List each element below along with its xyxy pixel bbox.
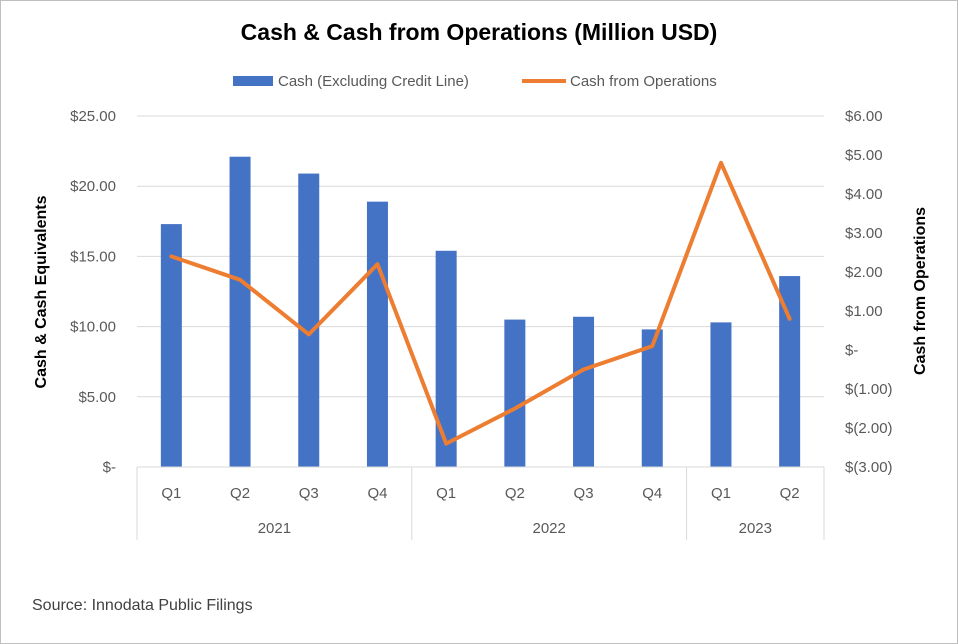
x-group-label: 2022 xyxy=(533,520,566,537)
y2-tick-label: $3.00 xyxy=(845,225,883,242)
x-tick-label: Q2 xyxy=(230,485,250,502)
y2-tick-label: $6.00 xyxy=(845,108,883,125)
y2-tick-label: $- xyxy=(845,342,858,359)
bar xyxy=(435,250,457,467)
y-tick-label: $25.00 xyxy=(70,108,116,125)
line-point xyxy=(789,318,791,320)
y-tick-label: $20.00 xyxy=(70,178,116,195)
bar xyxy=(710,322,732,467)
legend-label-cash: Cash (Excluding Credit Line) xyxy=(278,73,469,90)
line-point xyxy=(720,162,722,164)
left-axis-ticks: $- $5.00 $10.00 $15.00 $20.00 $25.00 xyxy=(70,108,116,476)
x-tick-label: Q4 xyxy=(642,485,662,502)
y2-axis-title: Cash from Operations xyxy=(912,207,929,375)
y2-tick-label: $5.00 xyxy=(845,147,883,164)
bar xyxy=(641,329,663,467)
y-tick-label: $- xyxy=(103,459,116,476)
line-path xyxy=(169,160,792,446)
x-tick-label: Q1 xyxy=(711,485,731,502)
x-tick-label: Q1 xyxy=(436,485,456,502)
line-point xyxy=(170,255,172,257)
y-tick-label: $5.00 xyxy=(78,389,116,406)
bar xyxy=(779,276,801,467)
bar xyxy=(229,156,251,467)
gridlines xyxy=(137,115,824,398)
bar xyxy=(504,319,526,467)
chart-title: Cash & Cash from Operations (Million USD… xyxy=(240,19,718,45)
x-axis: Q1 Q2 Q3 Q4 Q1 Q2 Q3 Q4 Q1 Q2 2021 2022 2023 xyxy=(136,466,825,540)
legend: Cash (Excluding Credit Line) Cash from Op… xyxy=(233,73,717,90)
y2-tick-label: $1.00 xyxy=(845,303,883,320)
y2-tick-label: $(3.00) xyxy=(845,459,893,476)
right-axis-ticks: $(3.00) $(2.00) $(1.00) $- $1.00 $2.00 $3.00 $4… xyxy=(845,108,893,476)
y2-tick-label: $2.00 xyxy=(845,264,883,281)
bar xyxy=(573,316,595,467)
line-point xyxy=(239,279,241,281)
bar xyxy=(366,201,388,468)
line-point xyxy=(445,443,447,445)
x-tick-label: Q3 xyxy=(574,485,594,502)
y2-tick-label: $(1.00) xyxy=(845,381,893,398)
y-tick-label: $15.00 xyxy=(70,248,116,265)
x-group-label: 2021 xyxy=(258,520,291,537)
x-tick-label: Q2 xyxy=(505,485,525,502)
y-axis-title: Cash & Cash Equivalents xyxy=(33,195,50,388)
y2-tick-label: $4.00 xyxy=(845,186,883,203)
y-tick-label: $10.00 xyxy=(70,319,116,336)
line-point xyxy=(376,263,378,265)
x-tick-label: Q1 xyxy=(161,485,181,502)
bar xyxy=(160,224,182,467)
legend-swatch-cash xyxy=(233,76,273,86)
y2-tick-label: $(2.00) xyxy=(845,420,893,437)
line-point xyxy=(308,333,310,335)
line-series xyxy=(169,160,792,446)
x-tick-label: Q4 xyxy=(367,485,387,502)
x-group-label: 2023 xyxy=(739,520,772,537)
source-note: Source: Innodata Public Filings xyxy=(32,597,253,614)
x-tick-label: Q3 xyxy=(299,485,319,502)
line-point xyxy=(651,345,653,347)
bar-series xyxy=(160,156,801,468)
x-tick-label: Q2 xyxy=(780,485,800,502)
bar xyxy=(298,173,320,467)
line-point xyxy=(514,408,516,409)
line-point xyxy=(583,369,585,370)
legend-label-operations: Cash from Operations xyxy=(570,73,717,90)
